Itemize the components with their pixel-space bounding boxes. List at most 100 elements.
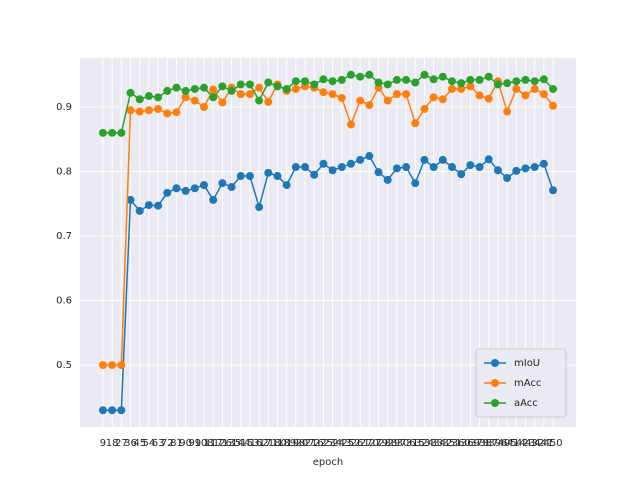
x-tick-label: 279 [369,438,388,449]
point [503,79,512,88]
point [356,155,365,164]
point [549,84,558,93]
point [209,93,218,102]
point [429,163,438,172]
point [264,78,273,87]
point [291,84,300,93]
point [209,195,218,204]
point [190,84,199,93]
legend-marker [491,379,499,387]
x-tick-label: 288 [378,438,397,449]
point [154,93,163,102]
point [273,82,282,91]
point [126,106,135,115]
point [135,206,144,215]
point [310,170,319,179]
x-tick-label: 216 [305,438,324,449]
point [108,128,117,137]
x-tick-label: 342 [433,438,452,449]
point [346,70,355,79]
x-tick-label: 72 [161,438,174,449]
point [365,70,374,79]
point [218,82,227,91]
point [539,75,548,84]
point [402,163,411,172]
legend-box [475,348,567,418]
point [328,166,337,175]
point [337,93,346,102]
point [154,201,163,210]
point [337,75,346,84]
point [245,90,254,99]
point [190,184,199,193]
point [411,179,420,188]
legend-marker [491,359,499,367]
point [438,95,447,104]
point [236,172,245,181]
point [365,101,374,110]
point [200,103,208,112]
x-tick-label: 351 [442,438,461,449]
point [117,128,126,137]
point [227,183,236,192]
x-tick-label: 243 [332,438,351,449]
point [383,96,392,105]
point [108,361,117,370]
legend: mIoU mAcc aAcc [475,348,567,418]
point [255,83,264,92]
point [512,77,521,86]
x-tick-label: 126 [213,438,232,449]
legend-label: aAcc [514,398,538,409]
point [172,108,181,117]
point [328,90,337,99]
x-tick-label: 180 [268,438,287,449]
point [484,94,493,103]
y-tick-label: 0.8 [56,167,72,178]
point [346,120,355,129]
point [411,78,420,87]
point [328,77,337,86]
point [521,75,530,84]
x-tick-label: 54 [143,438,156,449]
point [236,90,245,99]
point [181,93,190,102]
point [98,128,107,137]
point [282,84,291,93]
point [512,84,521,93]
x-tick-label: 252 [341,438,360,449]
point [539,159,548,168]
point [484,72,493,81]
point [319,88,328,97]
point [503,107,512,116]
x-tick-label: 405 [498,438,517,449]
point [457,170,466,179]
y-tick-label: 0.7 [56,231,72,242]
x-tick-label: 333 [424,438,443,449]
point [475,91,484,100]
point [172,83,181,92]
point [392,75,401,84]
point [144,92,153,101]
x-tick-label: 225 [314,438,333,449]
point [429,93,438,102]
x-tick-label: 189 [277,438,296,449]
point [392,164,401,173]
point [475,75,484,84]
point [209,85,218,94]
point [503,173,512,182]
point [448,84,456,93]
point [448,163,456,172]
point [448,77,456,86]
x-tick-label: 153 [240,438,259,449]
point [466,75,475,84]
x-tick-label: 207 [295,438,314,449]
x-tick-label: 63 [152,438,165,449]
point [438,155,447,164]
legend-label: mAcc [514,378,541,389]
point [484,155,493,164]
point [126,88,135,97]
point [117,361,126,370]
point [98,361,107,370]
x-tick-label: 171 [259,438,278,449]
